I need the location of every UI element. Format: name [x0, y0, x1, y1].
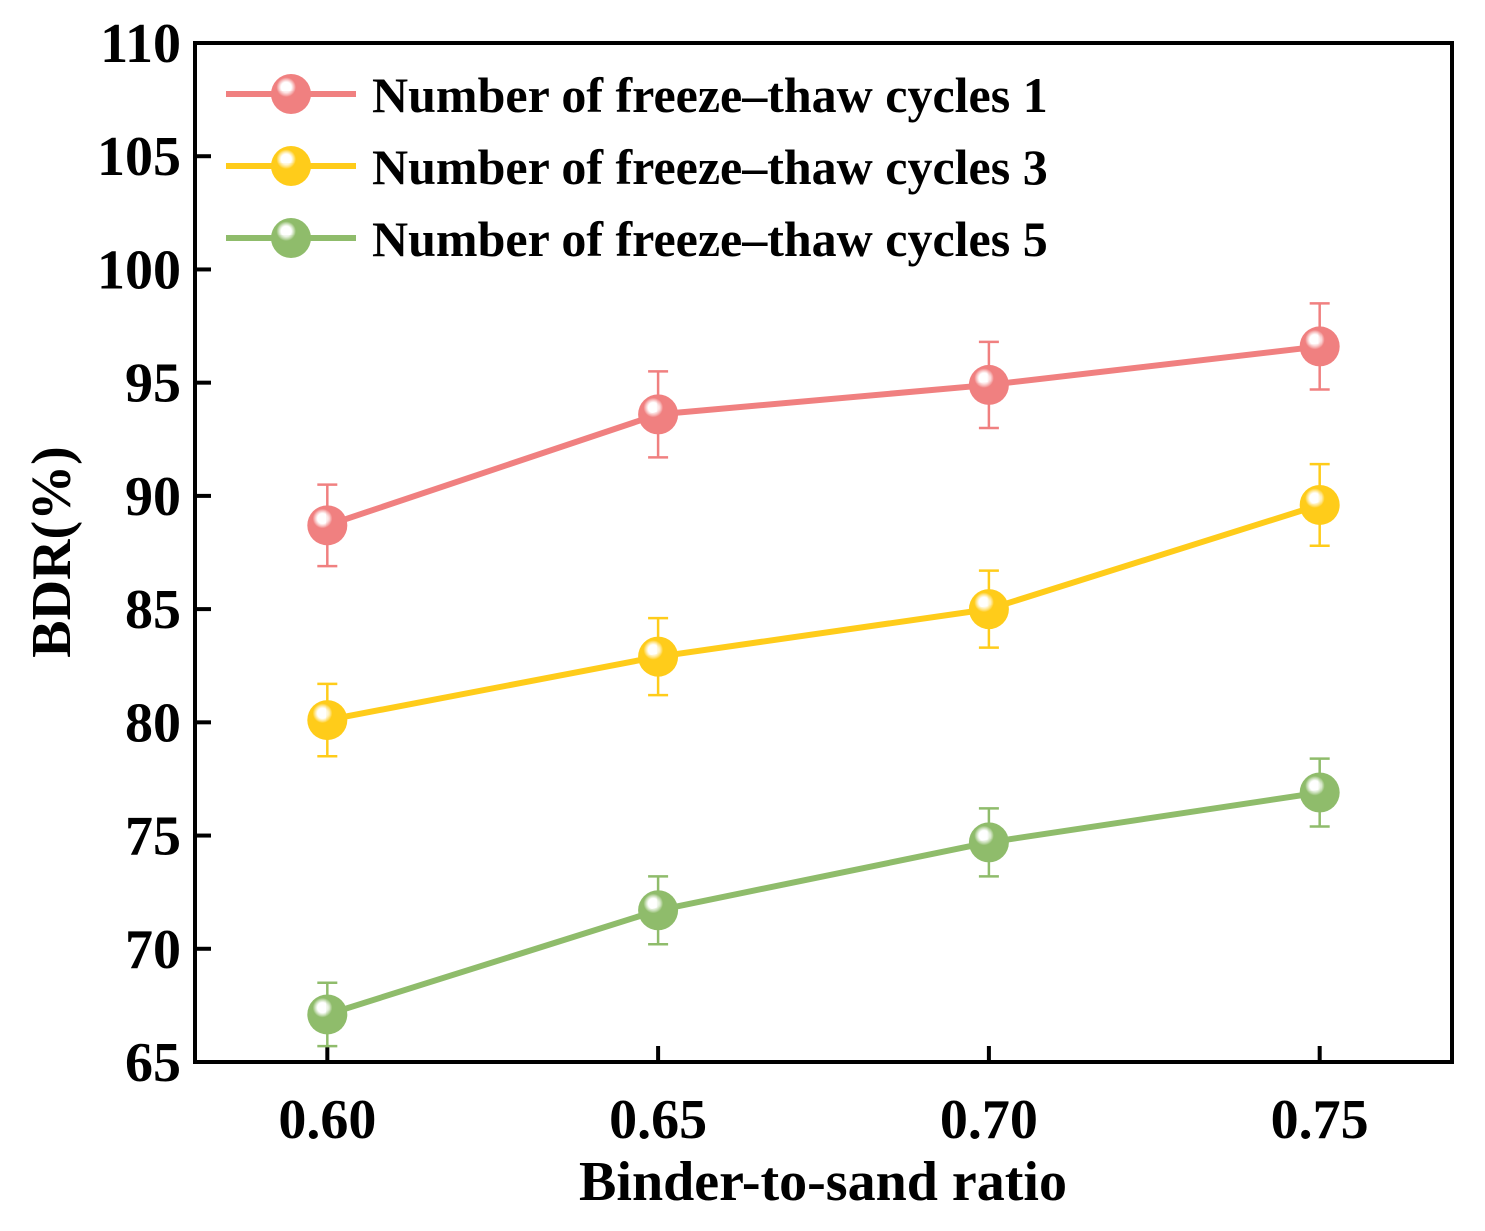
plot-frame — [193, 41, 1454, 1064]
y-tick-label: 100 — [97, 239, 181, 301]
data-point — [307, 994, 348, 1035]
y-tick-label: 75 — [125, 806, 181, 868]
x-axis: 0.60 0.65 0.70 0.75 — [278, 1046, 1369, 1151]
x-axis-title: Binder-to-sand ratio — [579, 1151, 1067, 1213]
data-point — [1299, 484, 1340, 525]
legend-label: Number of freeze–thaw cycles 5 — [372, 211, 1048, 267]
x-tick-label: 0.60 — [278, 1089, 376, 1151]
legend-item-3: Number of freeze–thaw cycles 5 — [226, 211, 1048, 267]
y-tick-label: 90 — [125, 466, 181, 528]
y-axis-title: BDR(%) — [21, 446, 83, 658]
legend-label: Number of freeze–thaw cycles 1 — [372, 67, 1048, 123]
data-point — [638, 636, 679, 677]
series-line — [326, 789, 1321, 1018]
data-point — [968, 364, 1009, 405]
data-point — [307, 505, 348, 546]
y-axis: 65 70 75 80 85 90 95 100 105 110 — [97, 13, 211, 1094]
series-1 — [307, 302, 1340, 568]
y-tick-label: 65 — [125, 1032, 181, 1094]
x-tick-label: 0.75 — [1271, 1089, 1369, 1151]
y-tick-label: 85 — [125, 579, 181, 641]
y-tick-label: 95 — [125, 353, 181, 415]
data-point — [968, 589, 1009, 630]
data-point — [307, 700, 348, 741]
series-layer — [307, 302, 1340, 1048]
data-point — [638, 890, 679, 931]
legend-item-2: Number of freeze–thaw cycles 3 — [226, 139, 1048, 195]
y-tick-label: 70 — [125, 919, 181, 981]
data-point — [968, 822, 1009, 863]
data-point — [1299, 772, 1340, 813]
series-line — [326, 502, 1321, 724]
series-line — [326, 343, 1321, 529]
series-2 — [307, 462, 1340, 758]
legend-label: Number of freeze–thaw cycles 3 — [372, 139, 1048, 195]
legend-marker — [271, 218, 311, 258]
x-tick-label: 0.70 — [940, 1089, 1038, 1151]
data-point — [1299, 326, 1340, 367]
y-tick-label: 105 — [97, 126, 181, 188]
legend-marker — [271, 146, 311, 186]
legend: Number of freeze–thaw cycles 1 Number of … — [226, 67, 1048, 267]
y-tick-label: 80 — [125, 692, 181, 754]
legend-item-1: Number of freeze–thaw cycles 1 — [226, 67, 1048, 123]
data-point — [638, 394, 679, 435]
legend-marker — [271, 74, 311, 114]
x-tick-label: 0.65 — [609, 1089, 707, 1151]
y-tick-label: 110 — [100, 13, 181, 75]
series-3 — [307, 757, 1340, 1048]
